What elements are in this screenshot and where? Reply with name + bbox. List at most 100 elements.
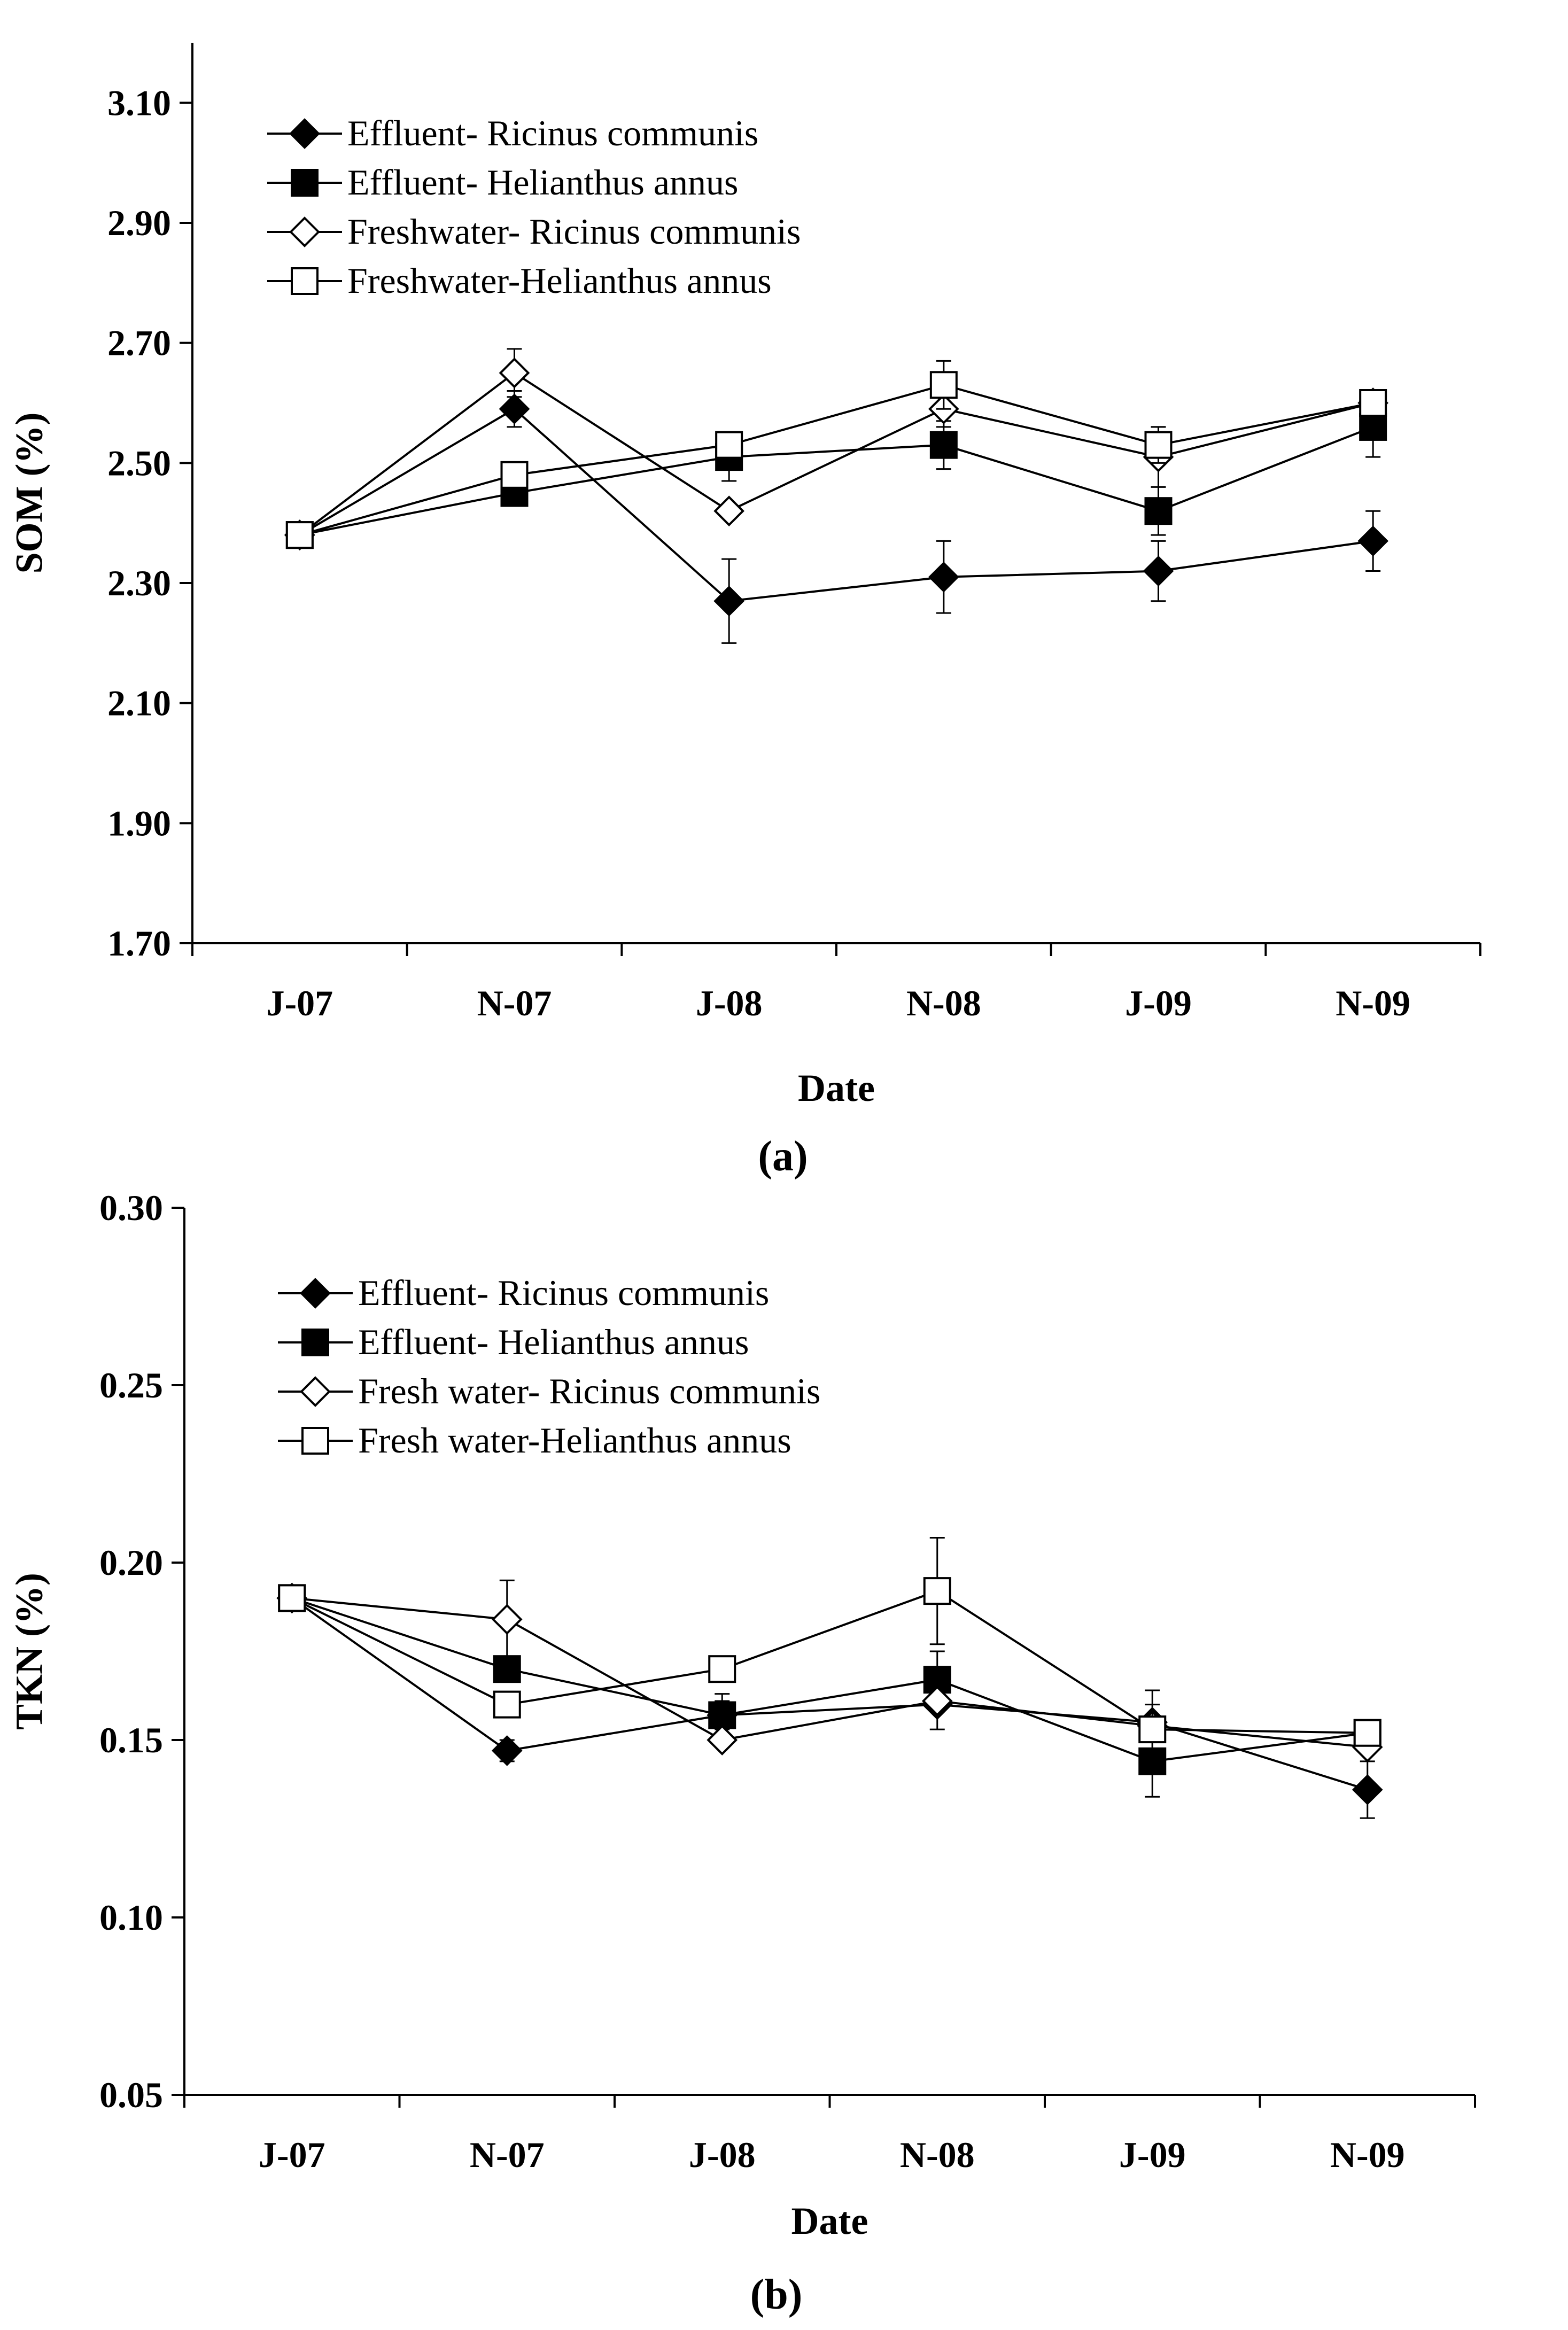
chart-panel-a: 1.70 1.90 2.10 2.30 2.50 2.70 2.90 3.10 J-07 N-0… [8, 43, 1481, 1180]
legend-marker [301, 1329, 329, 1356]
legend-label: Freshwater-Helianthus annus [347, 260, 772, 301]
data-point [929, 371, 958, 399]
x-tick-label: J-07 [267, 983, 333, 1023]
x-tick-label: N-09 [1336, 983, 1410, 1023]
series-line [291, 1589, 1368, 1734]
data-point [708, 1655, 736, 1683]
legend-item: Fresh water- Ricinus communis [278, 1371, 821, 1411]
y-tick-label: 2.70 [107, 323, 171, 363]
y-tick-label: 1.90 [107, 803, 171, 843]
y-ticks: 1.70 1.90 2.10 2.30 2.50 2.70 2.90 3.10 [107, 82, 192, 964]
series-line [292, 1597, 1368, 1749]
legend-marker [291, 169, 319, 197]
y-tick-label: 0.25 [99, 1365, 163, 1405]
y-tick-label: 0.30 [99, 1187, 163, 1228]
legend-label: Freshwater- Ricinus communis [347, 211, 801, 252]
data-point [923, 1577, 951, 1605]
data-point [493, 1690, 521, 1719]
x-tick-label: J-09 [1125, 983, 1192, 1023]
data-point [929, 431, 958, 459]
y-tick-label: 1.70 [107, 923, 171, 964]
series-effluent-helianthus-annus [278, 1584, 1381, 1798]
data-point [1359, 389, 1387, 417]
x-tick-label: J-09 [1119, 2134, 1186, 2175]
y-axis-title: TKN (%) [8, 1573, 51, 1730]
data-point [1357, 525, 1388, 557]
legend-label: Effluent- Helianthus annus [358, 1322, 749, 1362]
x-tick-label: N-08 [906, 983, 981, 1023]
data-point [285, 521, 314, 549]
legend-marker [300, 1278, 331, 1309]
legend-item: Effluent- Helianthus annus [267, 162, 738, 203]
series-freshwater-ricinus-communis [284, 348, 1388, 550]
data-point [1143, 555, 1174, 587]
legend-marker [301, 1427, 329, 1455]
x-tick-label: N-07 [470, 2134, 545, 2175]
data-point [1144, 431, 1173, 459]
x-ticks: J-07 N-07 J-08 N-08 J-09 N-09 [191, 943, 1481, 1023]
panel-label: (b) [750, 2271, 803, 2318]
y-ticks: 0.05 0.10 0.15 0.20 0.25 0.30 [99, 1187, 184, 2115]
panel-label: (a) [758, 1133, 808, 1180]
x-tick-label: J-08 [696, 983, 763, 1023]
legend-marker [300, 1376, 331, 1407]
series-fresh-water-helianthus-annus [278, 1537, 1381, 1769]
legend-label: Fresh water- Ricinus communis [358, 1371, 821, 1411]
chart-panel-b: 0.05 0.10 0.15 0.20 0.25 0.30 J-07 N-07 J-08 N-0… [8, 1187, 1476, 2318]
legend-item: Fresh water-Helianthus annus [278, 1420, 791, 1461]
legend-label: Effluent- Ricinus communis [347, 113, 758, 153]
data-point [713, 495, 744, 527]
x-tick-label: N-08 [900, 2134, 975, 2175]
data-point [708, 1701, 736, 1729]
y-tick-label: 2.50 [107, 442, 171, 483]
x-tick-label: N-07 [477, 983, 552, 1023]
legend-item: Effluent- Ricinus communis [278, 1272, 769, 1313]
series-fresh-water-ricinus-communis [276, 1579, 1383, 1763]
legend-item: Effluent- Ricinus communis [267, 113, 758, 153]
data-point [1352, 1774, 1383, 1805]
y-tick-label: 0.05 [99, 2075, 163, 2115]
x-tick-label: N-09 [1330, 2134, 1405, 2175]
data-point [499, 393, 530, 425]
data-point [499, 358, 530, 389]
legend-marker [289, 216, 320, 247]
data-point [493, 1655, 521, 1683]
legend-label: Effluent- Ricinus communis [358, 1272, 769, 1313]
series-line [291, 1597, 1368, 1762]
x-axis-title: Date [798, 1067, 875, 1109]
x-tick-label: J-08 [689, 2134, 756, 2175]
data-point [491, 1604, 523, 1635]
y-tick-label: 2.30 [107, 563, 171, 603]
series-effluent-ricinus-communis [284, 390, 1388, 644]
data-point [500, 461, 529, 489]
legend-item: Freshwater- Ricinus communis [267, 211, 801, 252]
data-point [1359, 413, 1387, 441]
data-point [715, 431, 743, 459]
y-axis-title: SOM (%) [8, 413, 51, 574]
legend-label: Fresh water-Helianthus annus [358, 1420, 791, 1461]
data-point [491, 1735, 523, 1766]
legend-marker [291, 267, 319, 295]
data-point [1353, 1719, 1381, 1747]
data-point [928, 561, 959, 593]
y-tick-label: 3.10 [107, 82, 171, 123]
series-line [291, 1597, 1368, 1791]
y-tick-label: 0.10 [99, 1897, 163, 1938]
legend: Effluent- Ricinus communis Effluent- Heli… [267, 113, 801, 301]
x-ticks: J-07 N-07 J-08 N-08 J-09 N-09 [183, 2095, 1476, 2175]
y-tick-label: 2.10 [107, 683, 171, 724]
data-point [278, 1584, 306, 1612]
series-layer [284, 348, 1388, 644]
series-layer [276, 1537, 1383, 1819]
series-line [299, 384, 1373, 537]
y-tick-label: 2.90 [107, 203, 171, 243]
x-axis-title: Date [791, 2200, 868, 2242]
legend-item: Freshwater-Helianthus annus [267, 260, 772, 301]
legend-item: Effluent- Helianthus annus [278, 1322, 749, 1362]
data-point [1144, 497, 1173, 525]
x-tick-label: J-07 [259, 2134, 325, 2175]
series-line [299, 407, 1373, 602]
legend-label: Effluent- Helianthus annus [347, 162, 738, 203]
legend-marker [289, 118, 320, 149]
